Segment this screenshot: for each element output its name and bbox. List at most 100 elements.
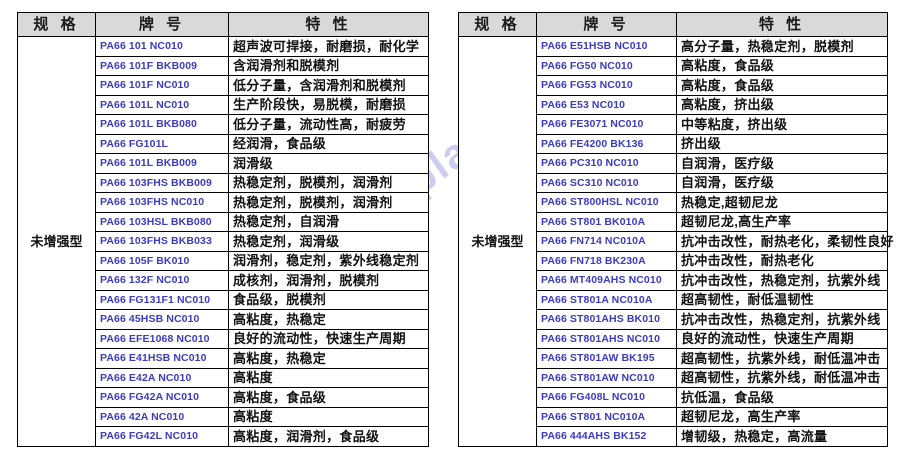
table-row: PA66 MT409AHS NC010 抗冲击改性，热稳定剂，抗紫外线 bbox=[459, 270, 888, 291]
table-row: PA66 132F NC010 成核剂，润滑剂，脱模剂 bbox=[18, 270, 429, 291]
characteristics-cell: 低分子量，含润滑剂和脱模剂 bbox=[228, 75, 429, 96]
header-row: 规 格 牌 号 特 性 bbox=[458, 12, 888, 37]
table-header-left: 规 格 牌 号 特 性 bbox=[17, 12, 429, 37]
grade-cell: PA66 EFE1068 NC010 bbox=[95, 328, 229, 349]
characteristics-cell: 超高韧性，耐低温韧性 bbox=[676, 289, 888, 310]
characteristics-cell: 高粘度，食品级 bbox=[676, 55, 888, 76]
spec-category-cell: 未增强型 bbox=[17, 36, 96, 447]
grade-cell: PA66 FG408L NC010 bbox=[536, 387, 677, 408]
characteristics-cell: 抗冲击改性，耐热老化，柔韧性良好 bbox=[676, 231, 894, 252]
table-row: PA66 PC310 NC010 自润滑，医疗级 bbox=[459, 153, 888, 174]
characteristics-cell: 高粘度，挤出级 bbox=[676, 94, 888, 115]
characteristics-cell: 超声波可捍接，耐磨损，耐化学 bbox=[228, 36, 429, 57]
header-grade: 牌 号 bbox=[95, 12, 229, 37]
characteristics-cell: 抗冲击改性，热稳定剂，抗紫外线 bbox=[676, 309, 888, 330]
grade-cell: PA66 42A NC010 bbox=[95, 406, 229, 427]
header-spec: 规 格 bbox=[458, 12, 537, 37]
grade-cell: PA66 45HSB NC010 bbox=[95, 309, 229, 330]
characteristics-cell: 低分子量，流动性高，耐疲劳 bbox=[228, 114, 429, 135]
characteristics-cell: 成核剂，润滑剂，脱模剂 bbox=[228, 270, 429, 291]
table-row: PA66 FG50 NC010 高粘度，食品级 bbox=[459, 55, 888, 76]
grade-cell: PA66 101L BKB080 bbox=[95, 114, 229, 135]
grade-cell: PA66 FE3071 NC010 bbox=[536, 114, 677, 135]
grade-cell: PA66 101F BKB009 bbox=[95, 55, 229, 76]
header-row: 规 格 牌 号 特 性 bbox=[17, 12, 429, 37]
header-characteristics: 特 性 bbox=[676, 12, 888, 37]
grade-cell: PA66 103FHS BKB033 bbox=[95, 231, 229, 252]
characteristics-cell: 挤出级 bbox=[676, 133, 888, 154]
table-row: PA66 EFE1068 NC010 良好的流动性，快速生产周期 bbox=[18, 328, 429, 349]
table-row: PA66 ST801 BK010A 超韧尼龙,高生产率 bbox=[459, 211, 888, 232]
grade-cell: PA66 MT409AHS NC010 bbox=[536, 270, 677, 291]
grade-cell: PA66 ST801AW NC010 bbox=[536, 367, 677, 388]
table-row: PA66 FG42A NC010 高粘度，食品级 bbox=[18, 387, 429, 408]
characteristics-cell: 自润滑，医疗级 bbox=[676, 172, 888, 193]
grade-cell: PA66 ST800HSL NC010 bbox=[536, 192, 677, 213]
characteristics-cell: 含润滑剂和脱模剂 bbox=[228, 55, 429, 76]
spec-category-cell: 未增强型 bbox=[458, 36, 537, 447]
characteristics-cell: 高粘度，食品级 bbox=[228, 387, 429, 408]
grade-cell: PA66 103HSL BKB080 bbox=[95, 211, 229, 232]
grade-cell: PA66 444AHS BK152 bbox=[536, 426, 677, 447]
characteristics-cell: 抗低温，食品级 bbox=[676, 387, 888, 408]
characteristics-cell: 自润滑，医疗级 bbox=[676, 153, 888, 174]
table-row: PA66 444AHS BK152 增韧级，热稳定，高流量 bbox=[459, 426, 888, 447]
grade-cell: PA66 ST801A NC010A bbox=[536, 289, 677, 310]
grade-cell: PA66 FN718 BK230A bbox=[536, 250, 677, 271]
table-row: PA66 FG53 NC010 高粘度，食品级 bbox=[459, 75, 888, 96]
grade-cell: PA66 FG101L bbox=[95, 133, 229, 154]
grade-cell: PA66 FG53 NC010 bbox=[536, 75, 677, 96]
table-row: 未增强型 PA66 E51HSB NC010 高分子量，热稳定剂，脱模剂 bbox=[458, 36, 888, 447]
characteristics-cell: 润滑剂，稳定剂，紫外线稳定剂 bbox=[228, 250, 429, 271]
grade-cell: PA66 E42A NC010 bbox=[95, 367, 229, 388]
grade-cell: PA66 E41HSB NC010 bbox=[95, 348, 229, 369]
grade-cell: PA66 101F NC010 bbox=[95, 75, 229, 96]
grade-cell: PA66 FG131F1 NC010 bbox=[95, 289, 229, 310]
header-spec: 规 格 bbox=[17, 12, 96, 37]
grade-cell: PA66 E51HSB NC010 bbox=[536, 36, 677, 57]
characteristics-cell: 高粘度 bbox=[228, 406, 429, 427]
table-row: PA66 FE3071 NC010 中等粘度，挤出级 bbox=[459, 114, 888, 135]
table-row: PA66 101F NC010 低分子量，含润滑剂和脱模剂 bbox=[18, 75, 429, 96]
characteristics-cell: 热稳定剂，润滑级 bbox=[228, 231, 429, 252]
grade-cell: PA66 105F BK010 bbox=[95, 250, 229, 271]
grade-cell: PA66 FE4200 BK136 bbox=[536, 133, 677, 154]
characteristics-cell: 高粘度，食品级 bbox=[676, 75, 888, 96]
table-row: PA66 FE4200 BK136 挤出级 bbox=[459, 133, 888, 154]
characteristics-cell: 高粘度，热稳定 bbox=[228, 309, 429, 330]
grade-cell: PA66 103FHS BKB009 bbox=[95, 172, 229, 193]
grade-cell: PA66 ST801AHS BK010 bbox=[536, 309, 677, 330]
table-row: PA66 103FHS BKB033 热稳定剂，润滑级 bbox=[18, 231, 429, 252]
characteristics-cell: 超高韧性，抗紫外线，耐低温冲击 bbox=[676, 348, 888, 369]
grade-cell: PA66 FN714 NC010A bbox=[536, 231, 677, 252]
characteristics-cell: 生产阶段快，易脱模，耐磨损 bbox=[228, 94, 429, 115]
table-row: PA66 42A NC010 高粘度 bbox=[18, 406, 429, 427]
table-body-left: 未增强型 PA66 101 NC010 超声波可捍接，耐磨损，耐化学 PA66 101… bbox=[17, 36, 429, 447]
grade-cell: PA66 ST801AW BK195 bbox=[536, 348, 677, 369]
table-row: PA66 FG101L 经润滑，食品级 bbox=[18, 133, 429, 154]
characteristics-cell: 食品级，脱模剂 bbox=[228, 289, 429, 310]
characteristics-cell: 中等粘度，挤出级 bbox=[676, 114, 888, 135]
characteristics-cell: 热稳定剂，脱模剂，润滑剂 bbox=[228, 192, 429, 213]
characteristics-cell: 良好的流动性，快速生产周期 bbox=[228, 328, 429, 349]
characteristics-cell: 抗冲击改性，热稳定剂，抗紫外线 bbox=[676, 270, 888, 291]
grade-cell: PA66 ST801 NC010A bbox=[536, 406, 677, 427]
grade-cell: PA66 103FHS NC010 bbox=[95, 192, 229, 213]
grade-cell: PA66 132F NC010 bbox=[95, 270, 229, 291]
characteristics-cell: 超韧尼龙，高生产率 bbox=[676, 406, 888, 427]
characteristics-cell: 抗冲击改性，耐热老化 bbox=[676, 250, 888, 271]
table-row: PA66 101L BKB080 低分子量，流动性高，耐疲劳 bbox=[18, 114, 429, 135]
characteristics-cell: 超高韧性，抗紫外线，耐低温冲击 bbox=[676, 367, 888, 388]
characteristics-cell: 经润滑，食品级 bbox=[228, 133, 429, 154]
header-grade: 牌 号 bbox=[536, 12, 677, 37]
table-header-right: 规 格 牌 号 特 性 bbox=[458, 12, 888, 37]
table-row: PA66 ST801AHS BK010 抗冲击改性，热稳定剂，抗紫外线 bbox=[459, 309, 888, 330]
characteristics-cell: 热稳定剂，脱模剂，润滑剂 bbox=[228, 172, 429, 193]
grade-table-left: 规 格 牌 号 特 性 未增强型 PA66 101 NC010 超声波可捍接，耐磨损… bbox=[17, 12, 429, 447]
table-row: PA66 101F BKB009 含润滑剂和脱模剂 bbox=[18, 55, 429, 76]
grade-cell: PA66 101L BKB009 bbox=[95, 153, 229, 174]
grade-cell: PA66 E53 NC010 bbox=[536, 94, 677, 115]
characteristics-cell: 超韧尼龙,高生产率 bbox=[676, 211, 888, 232]
table-row: PA66 SC310 NC010 自润滑，医疗级 bbox=[459, 172, 888, 193]
